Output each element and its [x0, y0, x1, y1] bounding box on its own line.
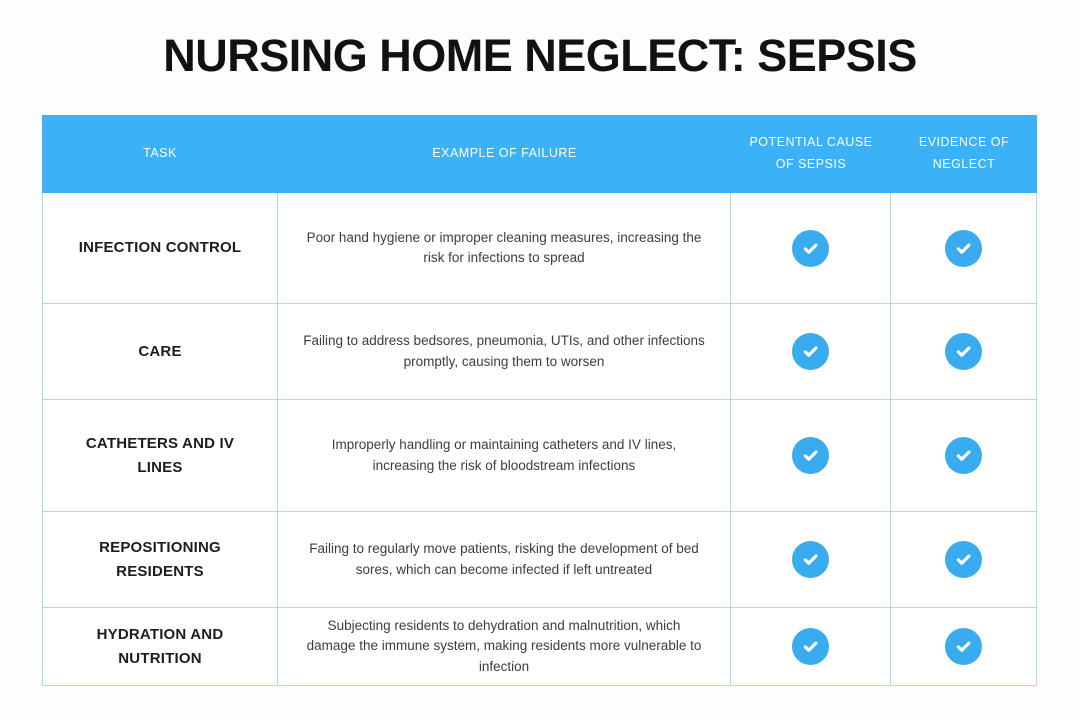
example-text: Subjecting residents to dehydration and … — [278, 608, 731, 686]
check-icon — [792, 628, 829, 665]
column-header-example-of-failure: EXAMPLE OF FAILURE — [432, 146, 577, 161]
evidence-cell — [891, 608, 1037, 686]
check-icon — [792, 333, 829, 370]
table-row: HYDRATION AND NUTRITION Subjecting resid… — [42, 608, 1037, 686]
potential-cause-cell — [731, 400, 891, 512]
page-title: NURSING HOME NEGLECT: SEPSIS — [163, 30, 917, 81]
check-icon — [945, 437, 982, 474]
example-text: Failing to regularly move patients, risk… — [278, 512, 731, 608]
column-header-task: TASK — [143, 146, 177, 161]
check-icon — [792, 229, 829, 267]
potential-cause-cell — [731, 193, 891, 304]
evidence-cell — [891, 400, 1037, 512]
potential-cause-cell — [731, 512, 891, 608]
task-label: INFECTION CONTROL — [42, 193, 278, 304]
check-icon — [792, 437, 829, 474]
evidence-cell — [891, 512, 1037, 608]
task-label: CATHETERS AND IV LINES — [42, 400, 278, 512]
column-header-potential-cause-of-sepsis: POTENTIAL CAUSE OF SEPSIS — [749, 135, 873, 171]
check-icon — [945, 628, 982, 665]
task-label: REPOSITIONING RESIDENTS — [42, 512, 278, 608]
example-text: Improperly handling or maintaining cathe… — [278, 400, 731, 512]
table-row: CARE Failing to address bedsores, pneumo… — [42, 304, 1037, 400]
task-label: CARE — [42, 304, 278, 400]
column-header-evidence-of-neglect: EVIDENCE OF NEGLECT — [918, 135, 1010, 171]
check-icon — [945, 333, 982, 370]
check-icon — [945, 229, 982, 267]
potential-cause-cell — [731, 304, 891, 400]
evidence-cell — [891, 304, 1037, 400]
task-label: HYDRATION AND NUTRITION — [42, 608, 278, 686]
check-icon — [945, 541, 982, 578]
example-text: Failing to address bedsores, pneumonia, … — [278, 304, 731, 400]
check-icon — [792, 541, 829, 578]
potential-cause-cell — [731, 608, 891, 686]
table-row: REPOSITIONING RESIDENTS Failing to regul… — [42, 512, 1037, 608]
example-text: Poor hand hygiene or improper cleaning m… — [278, 193, 731, 304]
table-header-row: TASK EXAMPLE OF FAILURE POTENTIAL CAUSE … — [42, 115, 1037, 193]
sepsis-neglect-table: TASK EXAMPLE OF FAILURE POTENTIAL CAUSE … — [42, 115, 1037, 686]
table-row: INFECTION CONTROL Poor hand hygiene or i… — [42, 193, 1037, 304]
evidence-cell — [891, 193, 1037, 304]
table-row: CATHETERS AND IV LINES Improperly handli… — [42, 400, 1037, 512]
